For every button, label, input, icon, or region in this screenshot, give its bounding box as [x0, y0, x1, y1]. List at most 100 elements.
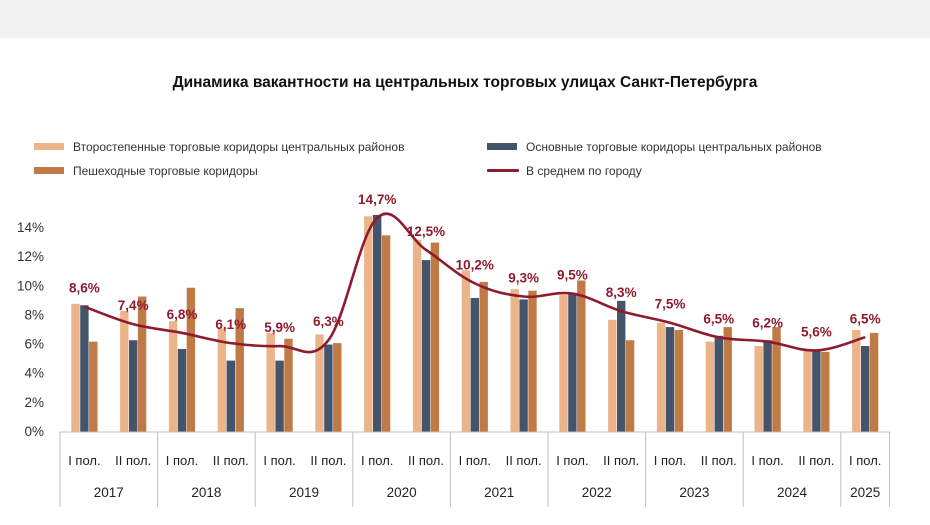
legend-swatch-average	[487, 169, 519, 172]
bar-pedestrian	[137, 296, 147, 432]
bar-pedestrian	[284, 338, 293, 432]
y-tick-label: 6%	[24, 337, 44, 352]
bar-secondary	[120, 311, 129, 432]
x-year-label: 2023	[679, 485, 709, 500]
bar-pedestrian	[528, 290, 537, 432]
bar-main	[763, 340, 772, 432]
x-category-label: II пол.	[603, 453, 639, 468]
x-year-label: 2025	[850, 485, 880, 500]
bar-main	[129, 340, 138, 432]
bar-pedestrian	[235, 308, 244, 432]
average-data-label: 8,6%	[69, 281, 100, 296]
bar-pedestrian	[625, 340, 635, 432]
bar-pedestrian	[430, 242, 440, 432]
y-tick-label: 10%	[17, 278, 44, 293]
x-category-label: I пол.	[263, 453, 295, 468]
average-data-label: 6,3%	[313, 314, 344, 329]
x-category-label: I пол.	[751, 453, 783, 468]
x-category-label: II пол.	[408, 453, 444, 468]
bar-main	[177, 348, 187, 432]
x-category-label: I пол.	[459, 453, 491, 468]
average-data-label: 6,5%	[703, 311, 734, 326]
bar-main	[373, 214, 382, 432]
average-data-label: 12,5%	[407, 224, 445, 239]
average-data-label: 9,5%	[557, 268, 588, 283]
bar-main	[665, 327, 675, 432]
bar-main	[714, 335, 723, 432]
bar-pedestrian	[821, 351, 830, 432]
bar-pedestrian	[577, 280, 586, 432]
average-line	[83, 212, 866, 354]
legend-swatch-main	[487, 143, 517, 150]
x-category-label: I пол.	[556, 453, 588, 468]
bar-secondary	[461, 270, 471, 432]
x-year-label: 2024	[777, 485, 808, 500]
bar-secondary	[754, 346, 763, 432]
bar-main	[812, 350, 821, 432]
y-tick-label: 14%	[17, 220, 44, 235]
legend-label-pedestrian: Пешеходные торговые коридоры	[73, 164, 258, 178]
bar-secondary	[608, 319, 617, 432]
bar-secondary	[852, 330, 861, 432]
y-tick-label: 2%	[24, 395, 44, 410]
x-category-label: II пол.	[798, 453, 834, 468]
average-data-label: 10,2%	[456, 257, 494, 272]
x-category-label: I пол.	[849, 453, 881, 468]
bar-main	[470, 297, 479, 432]
x-year-label: 2018	[191, 485, 221, 500]
average-data-label: 6,2%	[752, 316, 783, 331]
x-year-label: 2020	[387, 485, 417, 500]
bar-pedestrian	[723, 327, 732, 432]
bar-secondary	[705, 341, 715, 432]
bar-secondary	[315, 334, 324, 432]
bar-main	[80, 305, 89, 432]
x-category-label: I пол.	[654, 453, 686, 468]
bar-main	[275, 360, 284, 432]
bar-secondary	[412, 239, 422, 432]
bar-secondary	[559, 295, 568, 432]
x-category-label: II пол.	[310, 453, 346, 468]
bar-main	[617, 300, 626, 432]
bar-secondary	[266, 332, 275, 432]
x-category-label: II пол.	[213, 453, 249, 468]
average-data-label: 5,9%	[264, 320, 295, 335]
average-data-label: 7,4%	[118, 298, 149, 313]
y-tick-label: 0%	[24, 424, 44, 439]
y-tick-label: 8%	[24, 307, 44, 322]
average-data-label: 6,5%	[850, 311, 881, 326]
bar-pedestrian	[869, 332, 879, 432]
x-category-label: I пол.	[361, 453, 393, 468]
bar-secondary	[364, 216, 373, 432]
bar-main	[519, 299, 528, 432]
legend-label-average: В среднем по городу	[526, 164, 642, 178]
legend-swatch-secondary	[34, 143, 64, 150]
y-tick-label: 12%	[17, 249, 44, 264]
x-year-label: 2022	[582, 485, 612, 500]
bar-pedestrian	[186, 287, 196, 432]
bar-secondary	[803, 350, 812, 432]
bar-secondary	[217, 328, 227, 432]
x-category-label: II пол.	[115, 453, 151, 468]
bar-pedestrian	[479, 281, 488, 432]
average-data-label: 14,7%	[358, 192, 396, 207]
bar-main	[421, 260, 431, 432]
bar-pedestrian	[674, 330, 684, 432]
bar-pedestrian	[333, 343, 342, 432]
chart-title: Динамика вакантности на центральных торг…	[172, 74, 758, 91]
legend-label-secondary: Второстепенные торговые коридоры централ…	[73, 140, 405, 154]
average-data-label: 7,5%	[655, 297, 686, 312]
bar-main	[226, 360, 235, 432]
bar-secondary	[656, 322, 666, 432]
x-year-label: 2017	[94, 485, 124, 500]
bar-pedestrian	[89, 341, 98, 432]
x-year-label: 2019	[289, 485, 319, 500]
x-category-label: II пол.	[506, 453, 542, 468]
top-bar	[0, 0, 930, 38]
bar-secondary	[71, 303, 80, 432]
bar-main	[861, 346, 870, 432]
bar-main	[568, 293, 577, 432]
legend-swatch-pedestrian	[34, 167, 64, 174]
y-tick-label: 4%	[24, 366, 44, 381]
bar-secondary	[510, 289, 519, 432]
